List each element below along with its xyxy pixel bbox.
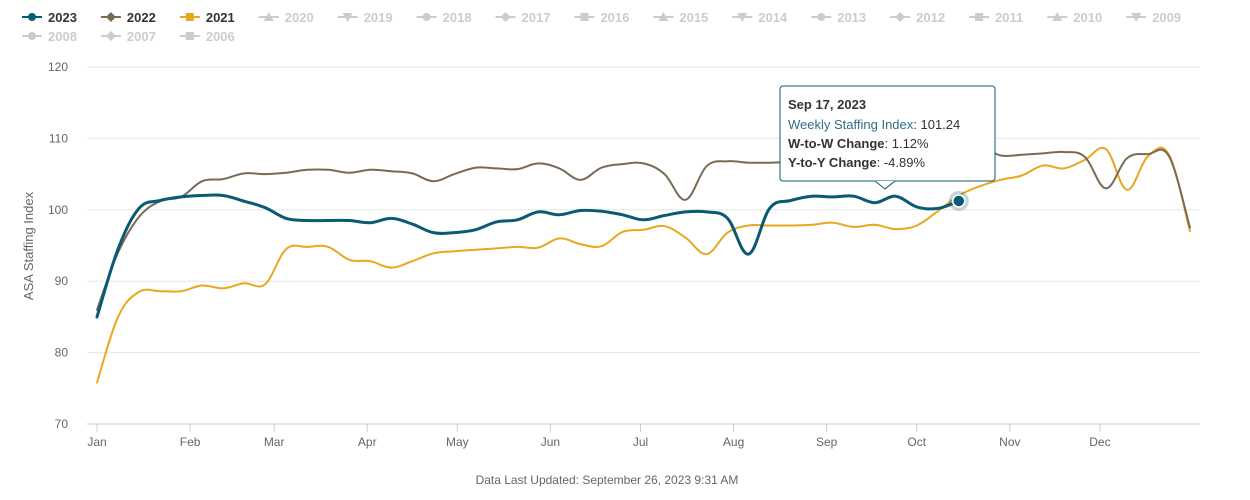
legend-item-2020[interactable]: 2020 (258, 10, 314, 25)
legend-marker (185, 32, 194, 40)
legend-label: 2007 (127, 29, 156, 44)
legend-marker (658, 12, 669, 21)
legend-label: 2011 (995, 10, 1023, 25)
chart-series (95, 146, 1191, 384)
x-tick-label: Nov (999, 435, 1020, 449)
legend-label: 2013 (837, 10, 866, 25)
legend-marker (105, 31, 116, 41)
legend-label: 2009 (1152, 10, 1181, 25)
legend-item-2008[interactable]: 2008 (22, 29, 77, 44)
legend-item-2023[interactable]: 2023 (22, 10, 77, 25)
legend-marker (737, 13, 748, 22)
x-tick-label: Sep (816, 435, 838, 449)
legend-label: 2018 (443, 10, 472, 25)
legend-marker (500, 12, 511, 22)
tooltip-wow-line: W-to-W Change: 1.12% (788, 136, 929, 151)
legend-label: 2008 (48, 29, 77, 44)
legend-item-2014[interactable]: 2014 (732, 10, 788, 25)
legend-label: 2021 (206, 10, 235, 25)
tooltip-date: Sep 17, 2023 (788, 97, 866, 112)
legend-marker (817, 13, 826, 21)
legend-marker (263, 12, 274, 21)
legend-item-2010[interactable]: 2010 (1047, 10, 1102, 25)
legend-marker (185, 13, 194, 21)
legend-label: 2012 (916, 10, 945, 25)
legend-label: 2010 (1073, 10, 1102, 25)
legend-marker (1052, 12, 1063, 21)
highlight-point[interactable] (948, 190, 969, 211)
x-tick-label: May (446, 435, 469, 449)
legend-label: 2022 (127, 10, 156, 25)
tooltip-yoy-line: Y-to-Y Change: -4.89% (788, 155, 925, 170)
legend-label: 2023 (48, 10, 77, 25)
x-tick-label: Feb (180, 435, 201, 449)
legend-marker (895, 12, 906, 22)
y-tick-label: 100 (48, 203, 68, 217)
x-tick-label: Jun (541, 435, 560, 449)
tooltip-index-value: : 101.24 (913, 117, 960, 132)
x-tick-label: Mar (264, 435, 285, 449)
legend-item-2016[interactable]: 2016 (574, 10, 629, 25)
legend-item-2011[interactable]: 2011 (969, 10, 1023, 25)
last-updated-text: Data Last Updated: September 26, 2023 9:… (476, 473, 739, 487)
highlight-marker[interactable] (952, 194, 966, 208)
y-tick-label: 80 (55, 346, 69, 360)
y-axis-ticks: 70 80 90 100 110 120 (48, 60, 68, 431)
legend-item-2021[interactable]: 2021 (179, 10, 235, 25)
legend-label: 2019 (364, 10, 393, 25)
legend-marker (342, 13, 353, 22)
legend-marker (28, 32, 36, 40)
y-tick-label: 110 (49, 131, 68, 145)
legend-item-2015[interactable]: 2015 (653, 10, 708, 25)
legend-label: 2016 (600, 10, 629, 25)
tooltip-index-label: Weekly Staffing Index (788, 117, 914, 132)
legend-item-2018[interactable]: 2018 (416, 10, 472, 25)
grid-lines (87, 66, 1200, 425)
legend-label: 2014 (758, 10, 788, 25)
x-tick-label: Apr (358, 435, 377, 449)
x-tick-label: Oct (907, 435, 926, 449)
x-tick-label: Jan (87, 435, 106, 449)
y-axis-title: ASA Staffing Index (21, 191, 36, 300)
legend-item-2006[interactable]: 2006 (179, 29, 235, 44)
tooltip-pointer (874, 180, 896, 190)
y-tick-label: 90 (55, 274, 69, 288)
x-tick-label: Aug (723, 435, 744, 449)
x-axis-ticks: Jan Feb Mar Apr May Jun Jul Aug Sep Oct Nov Dec (87, 424, 1111, 449)
series-line-2021 (96, 146, 1191, 384)
legend-item-2013[interactable]: 2013 (811, 10, 866, 25)
tooltip-wow-label: W-to-W Change (788, 136, 885, 151)
legend-item-2012[interactable]: 2012 (890, 10, 945, 25)
legend-marker (580, 13, 589, 21)
chart-legend: 2023 2022 2021 2020 2019 2018 2017 2016 2015 2014… (22, 10, 1181, 44)
tooltip-index-line: Weekly Staffing Index: 101.24 (788, 117, 960, 132)
legend-label: 2017 (522, 10, 551, 25)
legend-label: 2015 (679, 10, 708, 25)
legend-marker (105, 12, 116, 22)
legend-marker (28, 13, 36, 21)
tooltip: Sep 17, 2023 Weekly Staffing Index: 101.… (779, 85, 996, 190)
series-line-2022 (96, 146, 1191, 311)
legend-item-2017[interactable]: 2017 (495, 10, 551, 25)
legend-item-2007[interactable]: 2007 (100, 29, 156, 44)
legend-marker (975, 13, 984, 21)
tooltip-yoy-label: Y-to-Y Change (788, 155, 877, 170)
legend-label: 2006 (206, 29, 235, 44)
series-line-2023 (95, 193, 961, 319)
x-tick-label: Jul (633, 435, 648, 449)
tooltip-wow-value: : 1.12% (885, 136, 930, 151)
legend-marker (422, 13, 431, 21)
tooltip-yoy-value: : -4.89% (877, 155, 926, 170)
legend-label: 2020 (285, 10, 314, 25)
x-tick-label: Dec (1089, 435, 1110, 449)
legend-item-2019[interactable]: 2019 (337, 10, 393, 25)
y-tick-label: 120 (48, 60, 68, 74)
legend-item-2022[interactable]: 2022 (100, 10, 156, 25)
legend-marker (1131, 13, 1142, 22)
legend-item-2009[interactable]: 2009 (1126, 10, 1181, 25)
y-tick-label: 70 (55, 417, 69, 431)
